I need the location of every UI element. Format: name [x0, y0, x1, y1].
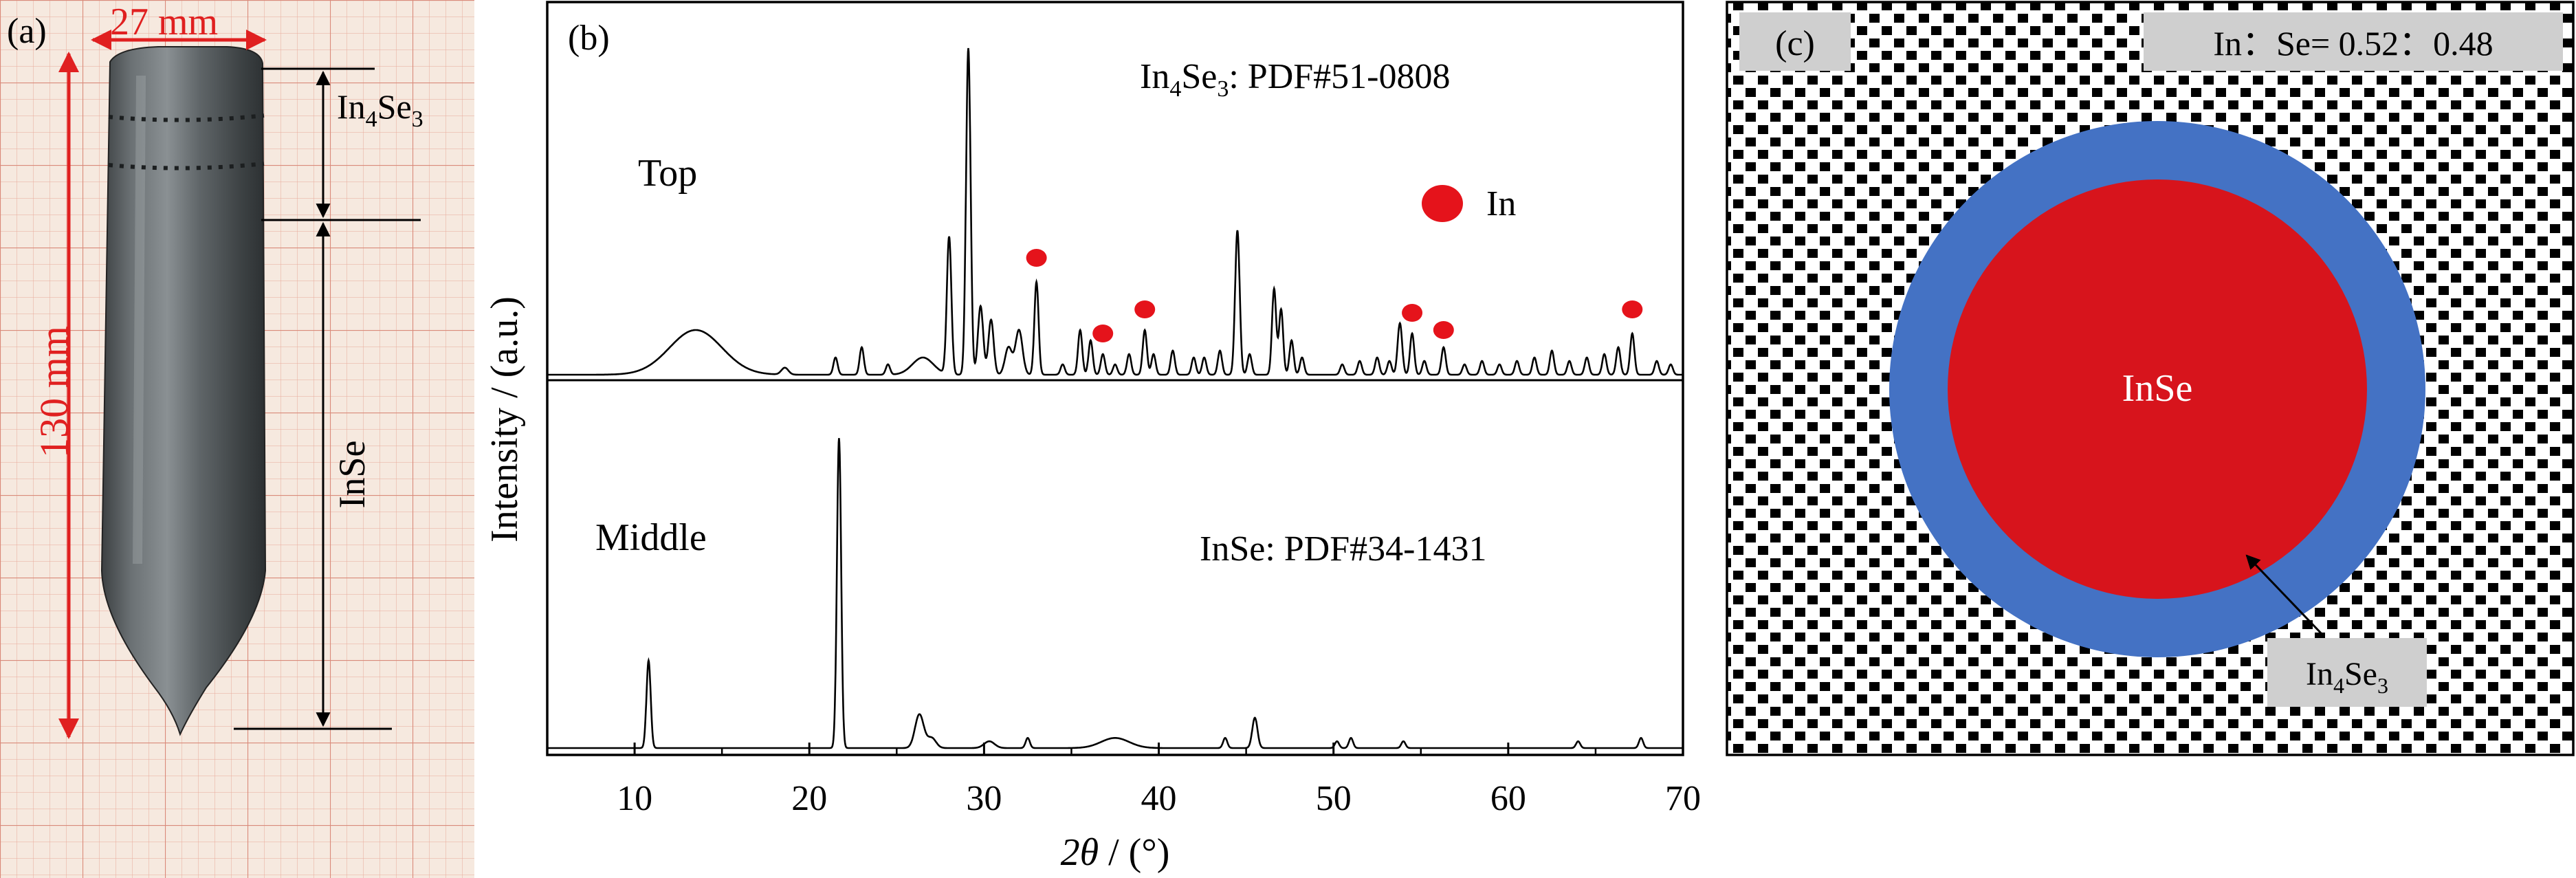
plot-frame [546, 1, 1684, 756]
ratio-text: In：Se= 0.52：0.48 [2213, 24, 2493, 63]
middle-reference-label: InSe: PDF#34-1431 [1200, 529, 1486, 569]
in-peak-markers [1026, 249, 1643, 342]
top-zone-label-mid: Se [377, 87, 412, 126]
shell-label-sub2: 3 [2377, 673, 2388, 698]
height-dimension-label: 130 mm [32, 326, 76, 458]
shell-pointer-arrow [2245, 554, 2325, 637]
legend-in-label: In [1486, 184, 1516, 223]
series-middle-pattern [547, 438, 1683, 749]
x-tick-label: 20 [791, 779, 827, 818]
legend-in-marker [1422, 185, 1463, 222]
x-tick-label: 60 [1490, 779, 1526, 818]
top-zone-label: In4Se3 [337, 87, 423, 132]
x-tick-label: 40 [1141, 779, 1177, 818]
x-axis-title-theta: 2θ [1061, 831, 1099, 874]
in-peak-marker [1402, 304, 1423, 322]
x-tick-label: 10 [617, 779, 652, 818]
y-axis-title: Intensity / (a.u.) [483, 296, 526, 542]
series-top-pattern [547, 47, 1683, 376]
ingot-band [108, 113, 265, 122]
x-axis-title-unit: / (°) [1099, 831, 1169, 874]
x-tick-label: 70 [1665, 779, 1701, 818]
in-peak-marker [1092, 325, 1114, 342]
ingot-rod [100, 46, 267, 736]
top-reference-label: In4Se3: PDF#51-0808 [1140, 57, 1450, 102]
panel-c-label: (c) [1775, 24, 1815, 63]
in-peak-marker [1134, 300, 1156, 318]
panel-c-label-box [1739, 12, 1851, 71]
ingot-highlight [133, 75, 146, 564]
inse-core-label: InSe [2122, 367, 2193, 410]
shell-label: In4Se3 [2306, 656, 2388, 698]
top-zone-label-sub2: 3 [412, 107, 423, 132]
shell-label-sub1: 4 [2333, 673, 2344, 698]
top-zone-label-base: In [337, 87, 366, 126]
panel-a: (a) 27 mm 130 mm In4Se3 InSe [0, 0, 474, 878]
panel-b-chart: Intensity / (a.u.) 10 20 30 40 50 60 70 2θ / (… [483, 1, 1701, 874]
top-reference-rest: : PDF#51-0808 [1229, 57, 1450, 96]
shell-label-base: In [2306, 656, 2333, 692]
top-reference-sub2: 3 [1217, 76, 1229, 102]
in-peak-marker [1433, 321, 1454, 339]
in-peak-marker [1622, 300, 1643, 318]
panel-a-label: (a) [7, 12, 47, 51]
ingot-band [108, 162, 265, 171]
x-axis-tick-labels: 10 20 30 40 50 60 70 [617, 779, 1701, 818]
panel-b-label: (b) [568, 19, 610, 58]
width-dimension-label: 27 mm [110, 1, 218, 43]
inse-core [1948, 179, 2367, 599]
shell-label-mid: Se [2344, 656, 2377, 692]
panel-c-frame [1726, 1, 2575, 756]
ratio-box [2144, 12, 2563, 71]
x-tick-label: 30 [966, 779, 1002, 818]
x-tick-label: 50 [1316, 779, 1352, 818]
panel-c: (c) In：Se= 0.52：0.48 InSe In4Se3 [1726, 1, 2575, 756]
top-reference-base: In [1140, 57, 1169, 96]
bottom-zone-label: InSe [331, 441, 373, 509]
x-axis-title: 2θ / (°) [1061, 831, 1170, 874]
top-reference-mid: Se [1181, 57, 1217, 96]
top-reference-sub1: 4 [1169, 76, 1181, 102]
series-middle-name: Middle [595, 516, 707, 559]
series-top-name: Top [638, 152, 697, 195]
top-zone-label-sub1: 4 [366, 107, 377, 132]
shell-label-box [2267, 638, 2427, 707]
in-peak-marker [1026, 249, 1047, 267]
